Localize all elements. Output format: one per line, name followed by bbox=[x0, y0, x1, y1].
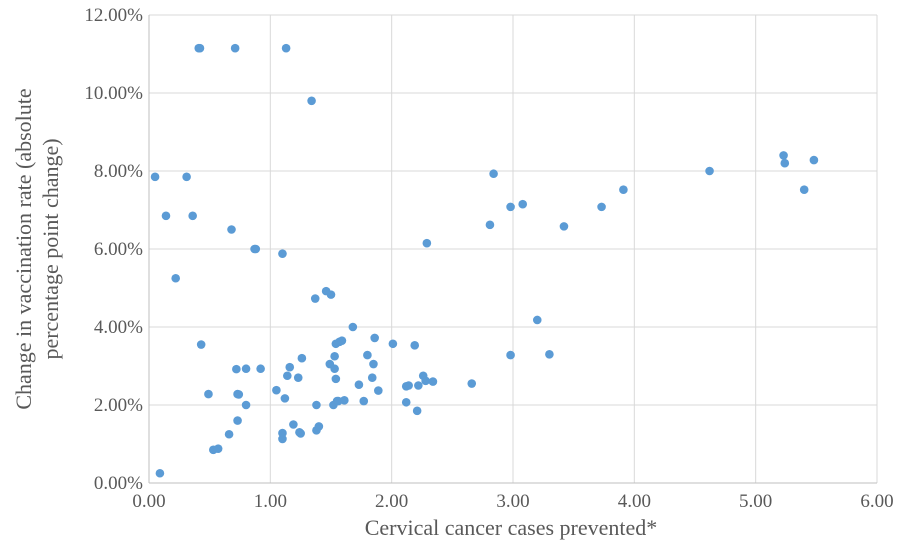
axis-layer bbox=[148, 15, 877, 484]
y-axis-title-line: percentage point change) bbox=[38, 138, 63, 359]
data-point bbox=[326, 290, 336, 299]
data-point bbox=[293, 373, 303, 383]
y-tick-label: 0.00% bbox=[94, 473, 143, 494]
x-tick-label: 4.00 bbox=[618, 491, 651, 512]
data-point bbox=[182, 172, 191, 182]
data-point bbox=[414, 381, 423, 390]
data-point bbox=[779, 151, 788, 160]
data-point bbox=[619, 185, 628, 195]
data-point bbox=[369, 359, 378, 369]
data-point bbox=[799, 185, 809, 195]
data-point bbox=[330, 351, 339, 361]
data-point bbox=[150, 172, 160, 182]
data-point bbox=[363, 350, 372, 360]
data-point bbox=[388, 339, 398, 349]
data-point bbox=[195, 43, 205, 53]
data-point bbox=[337, 336, 347, 345]
data-point bbox=[412, 406, 422, 416]
data-point bbox=[283, 371, 292, 381]
y-tick-label: 6.00% bbox=[94, 239, 143, 260]
data-point bbox=[518, 199, 528, 209]
data-point bbox=[256, 364, 265, 374]
data-point bbox=[809, 155, 819, 165]
data-point bbox=[367, 373, 377, 383]
data-point bbox=[597, 202, 606, 212]
data-point bbox=[370, 333, 379, 343]
x-tick-label: 5.00 bbox=[739, 491, 772, 512]
data-point bbox=[485, 220, 495, 230]
data-point bbox=[227, 225, 236, 234]
x-tick-label: 3.00 bbox=[496, 491, 529, 512]
data-point bbox=[410, 341, 420, 350]
data-point bbox=[467, 379, 477, 388]
data-point bbox=[278, 249, 287, 258]
data-points bbox=[150, 43, 819, 478]
data-point bbox=[188, 211, 197, 221]
x-axis-title: Cervical cancer cases prevented* bbox=[365, 515, 658, 540]
data-point bbox=[421, 376, 430, 386]
data-point bbox=[196, 340, 206, 349]
data-point bbox=[404, 381, 413, 390]
data-point bbox=[705, 166, 714, 176]
data-point bbox=[213, 444, 223, 453]
y-tick-label: 4.00% bbox=[94, 317, 143, 338]
data-point bbox=[234, 390, 244, 399]
data-point bbox=[780, 158, 790, 168]
y-tick-label: 10.00% bbox=[84, 83, 143, 104]
data-point bbox=[272, 385, 281, 395]
data-point bbox=[354, 380, 364, 390]
data-point bbox=[280, 394, 290, 403]
data-point bbox=[312, 400, 321, 410]
data-point bbox=[422, 238, 432, 248]
x-tick-label: 0.00 bbox=[132, 491, 165, 512]
data-point bbox=[401, 397, 411, 407]
data-point bbox=[340, 396, 349, 405]
data-point bbox=[289, 420, 298, 429]
data-point bbox=[296, 429, 305, 438]
data-point bbox=[348, 322, 358, 332]
data-point bbox=[251, 244, 261, 254]
data-point bbox=[232, 364, 241, 374]
data-point bbox=[204, 389, 213, 399]
data-point bbox=[506, 350, 515, 360]
y-axis-title: Change in vaccination rate (absoluteperc… bbox=[11, 88, 63, 409]
data-point bbox=[545, 350, 554, 359]
x-tick-label: 1.00 bbox=[254, 491, 287, 512]
data-point bbox=[155, 468, 165, 478]
data-point bbox=[330, 364, 339, 374]
data-point bbox=[281, 43, 291, 53]
y-tick-label: 2.00% bbox=[94, 395, 143, 416]
data-point bbox=[161, 211, 171, 221]
data-point bbox=[374, 386, 383, 395]
y-tick-label: 8.00% bbox=[94, 161, 143, 182]
data-point bbox=[241, 400, 251, 410]
data-point bbox=[241, 364, 251, 374]
tick-labels: 0.00% 2.00% 4.00% 6.00% 8.00% 10.00% 12.00% 0.0… bbox=[84, 5, 893, 512]
data-point bbox=[307, 96, 316, 106]
data-point bbox=[506, 202, 515, 212]
data-point bbox=[331, 374, 341, 384]
x-tick-label: 6.00 bbox=[860, 491, 893, 512]
data-point bbox=[233, 416, 242, 425]
data-point bbox=[359, 396, 369, 406]
data-point bbox=[171, 273, 180, 283]
y-axis-title-line: Change in vaccination rate (absolute bbox=[11, 88, 36, 409]
grid-layer bbox=[149, 14, 878, 483]
data-point bbox=[297, 353, 307, 363]
data-point bbox=[310, 294, 320, 303]
data-point bbox=[224, 429, 234, 439]
data-point bbox=[314, 422, 324, 431]
data-point bbox=[532, 315, 542, 325]
x-tick-label: 2.00 bbox=[375, 491, 408, 512]
data-point bbox=[428, 377, 438, 386]
data-point bbox=[489, 169, 498, 179]
data-point bbox=[278, 428, 287, 438]
data-point bbox=[230, 43, 240, 53]
data-point bbox=[285, 362, 295, 372]
data-point bbox=[559, 222, 569, 231]
y-tick-label: 12.00% bbox=[84, 5, 143, 26]
